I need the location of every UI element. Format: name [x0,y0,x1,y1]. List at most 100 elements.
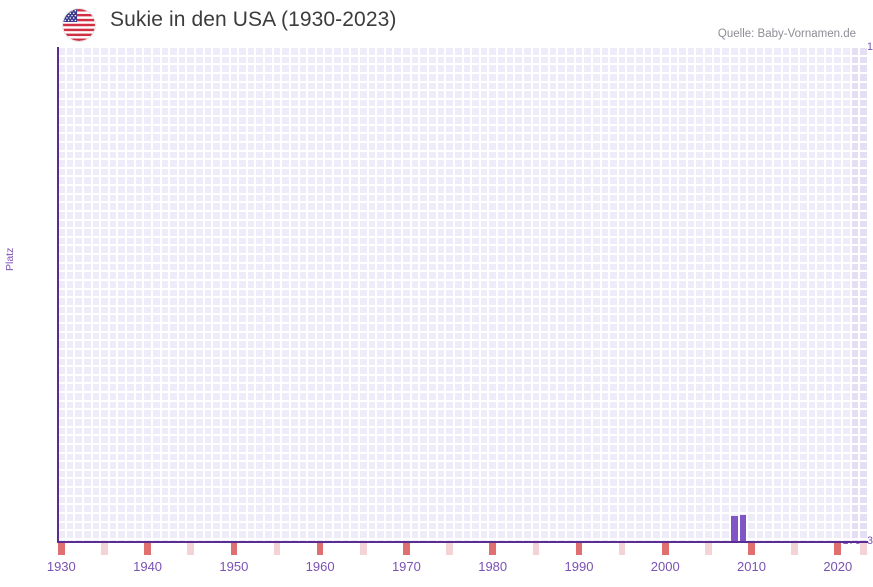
y-axis-title: Platz [4,247,16,271]
gridline-vertical [64,47,67,542]
gridline-vertical [823,47,826,542]
gridline-vertical [392,47,395,542]
source-attribution: Quelle: Baby-Vornamen.de [717,28,856,40]
gridline-vertical [288,47,291,542]
gridline-vertical [418,47,421,542]
x-tick-major [489,543,496,555]
gridline-horizontal [57,408,868,411]
gridline-vertical [340,47,343,542]
gridline-vertical [530,47,533,542]
gridline-vertical [608,47,611,542]
gridline-horizontal [57,313,868,316]
gridline-vertical [547,47,550,542]
gridline-vertical [375,47,378,542]
x-tick-minor [101,543,108,555]
gridline-vertical [125,47,128,542]
gridline-vertical [815,47,818,542]
gridline-horizontal [57,416,868,419]
gridline-vertical [211,47,214,542]
gridline-horizontal [57,89,868,92]
x-axis-label: 1930 [46,559,76,574]
gridline-vertical [763,47,766,542]
gridline-vertical [185,47,188,542]
gridline-horizontal [57,503,868,506]
gridline-vertical [90,47,93,542]
gridline-vertical [444,47,447,542]
gridline-vertical [478,47,481,542]
x-axis-label: 2020 [823,559,853,574]
gridline-horizontal [57,166,868,169]
gridline-vertical [746,47,749,542]
vertical-gridlines [57,47,868,542]
gridline-vertical [720,47,723,542]
gridline-horizontal [57,106,868,109]
gridline-vertical [219,47,222,542]
gridline-vertical [780,47,783,542]
x-tick-minor [618,543,626,555]
gridline-horizontal [57,218,868,221]
gridline-vertical [806,47,809,542]
gridline-vertical [668,47,671,542]
gridline-vertical [452,47,455,542]
gridline-vertical [556,47,559,542]
gridline-horizontal [57,494,868,497]
gridline-horizontal [57,209,868,212]
gridline-vertical [565,47,568,542]
gridline-horizontal [57,322,868,325]
gridline-vertical [314,47,317,542]
gridline-horizontal [57,382,868,385]
gridline-horizontal [57,365,868,368]
gridline-vertical [426,47,429,542]
x-tick-minor [273,543,281,555]
bar[interactable] [739,515,747,542]
gridline-horizontal [57,140,868,143]
x-tick-major [316,543,324,555]
gridline-horizontal [57,253,868,256]
gridline-vertical [150,47,153,542]
gridline-vertical [642,47,645,542]
gridline-horizontal [57,399,868,402]
gridline-vertical [409,47,412,542]
gridline-horizontal [57,63,868,66]
x-axis-label: 1980 [478,559,508,574]
gridline-horizontal [57,227,868,230]
gridline-horizontal [57,468,868,471]
plot-area [57,47,868,542]
gridline-vertical [271,47,274,542]
gridline-vertical [237,47,240,542]
gridline-horizontal [57,287,868,290]
gridline-vertical [332,47,335,542]
gridline-horizontal [57,434,868,437]
gridline-horizontal [57,330,868,333]
x-tick-major [144,543,151,555]
gridline-horizontal [57,235,868,238]
gridline-horizontal [57,244,868,247]
gridline-vertical [280,47,283,542]
gridline-horizontal [57,132,868,135]
x-tick-minor [187,543,195,555]
us-flag-icon [63,9,95,41]
gridline-horizontal [57,192,868,195]
gridline-vertical [202,47,205,542]
x-tick-minor [359,543,367,555]
gridline-horizontal [57,123,868,126]
x-tick-major [403,543,410,555]
x-axis-line [57,541,868,543]
gridline-horizontal [57,184,868,187]
gridline-vertical [349,47,352,542]
x-axis-label: 1970 [391,559,421,574]
gridline-horizontal [57,71,868,74]
gridline-vertical [703,47,706,542]
gridline-vertical [694,47,697,542]
x-tick-major [230,543,238,555]
gridline-vertical [263,47,266,542]
gridline-horizontal [57,54,868,57]
gridline-horizontal [57,520,868,523]
gridline-horizontal [57,425,868,428]
gridline-vertical [599,47,602,542]
gridline-horizontal [57,486,868,488]
x-axis-label: 1960 [305,559,335,574]
x-tick-major [58,543,65,555]
bar[interactable] [730,515,738,542]
